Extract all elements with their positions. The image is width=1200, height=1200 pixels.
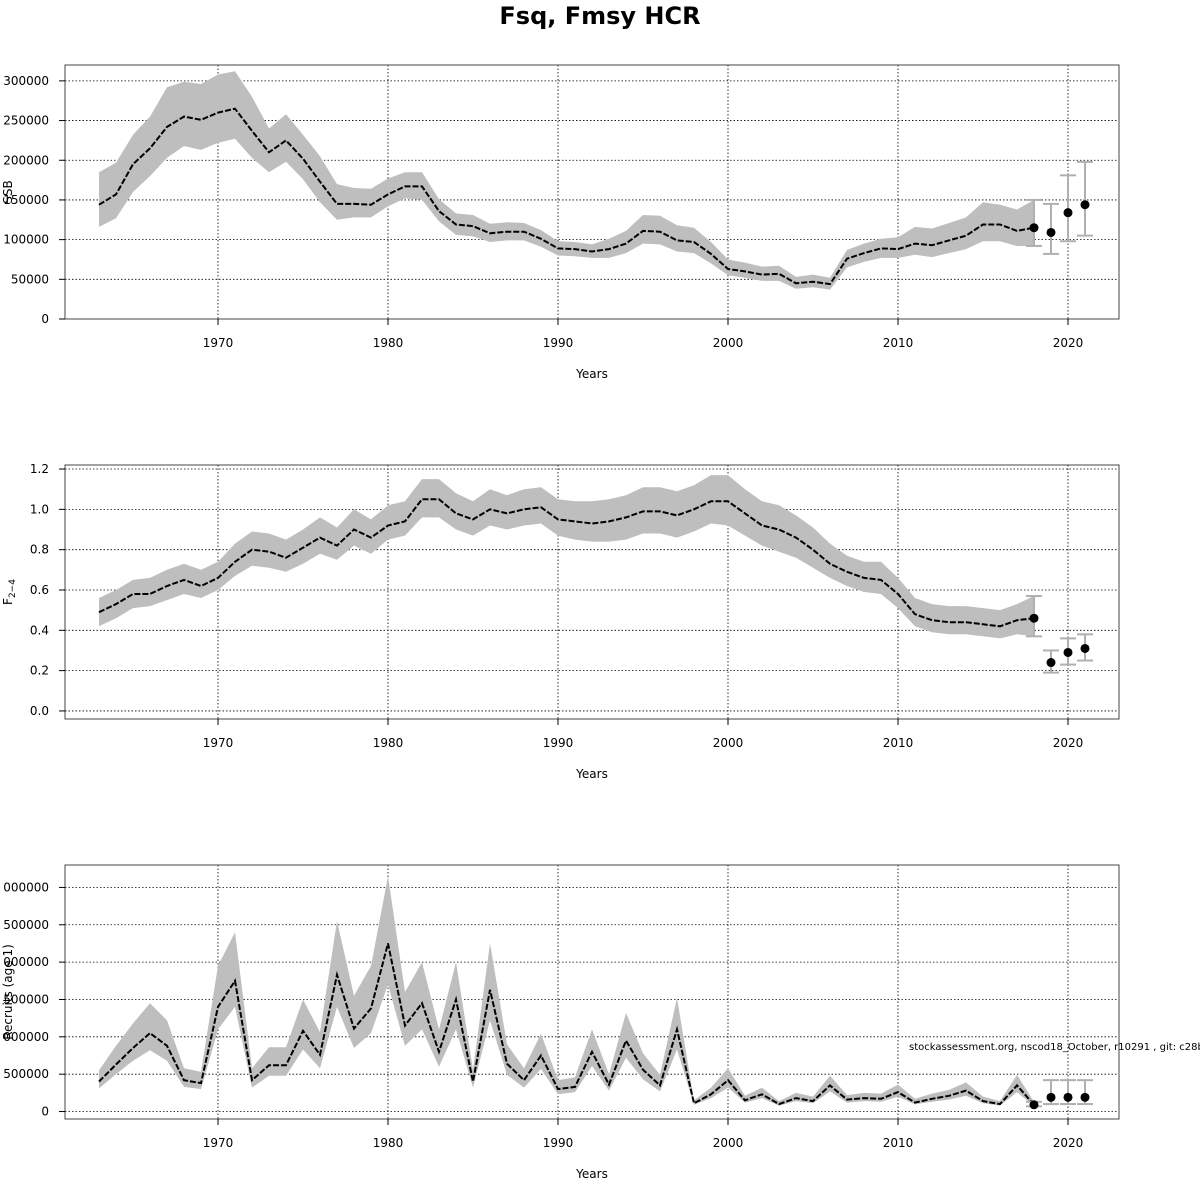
confidence-band: [99, 475, 1034, 639]
y-tick-label: 0.8: [30, 543, 49, 557]
plot-frame: [64, 864, 1120, 1120]
ssb-panel: 1970 1980 1990 2000 2010 2020 0 50000 100000 1500…: [1, 64, 1120, 381]
x-axis-label: Years: [575, 367, 608, 381]
y-tick-label: 000000: [3, 880, 49, 894]
x-tick-label: 1970: [203, 736, 234, 750]
x-tick-label: 1970: [203, 336, 234, 350]
y-tick-label: 1.2: [30, 462, 49, 476]
projection-point: [1063, 647, 1073, 657]
y-tick-label: 250000: [3, 114, 49, 128]
y-axis-label: Recruits (age 1): [1, 944, 15, 1040]
y-axis-label-main: F: [1, 598, 15, 605]
y-tick-label: 0.2: [30, 664, 49, 678]
y-tick-label: 0: [41, 1105, 49, 1119]
y-tick-label: 100000: [3, 233, 49, 247]
x-tick-label: 1990: [543, 736, 574, 750]
x-tick-label: 1970: [203, 1136, 234, 1150]
projection-point: [1063, 1092, 1073, 1102]
y-tick-label: 500000: [3, 918, 49, 932]
x-tick-label: 1980: [373, 1136, 404, 1150]
projection-point: [1029, 223, 1039, 233]
y-tick-label: 000000: [3, 1030, 49, 1044]
y-tick-label: 50000: [11, 272, 49, 286]
x-tick-label: 1990: [543, 1136, 574, 1150]
y-tick-label: 1.0: [30, 502, 49, 516]
chart-title: Fsq, Fmsy HCR: [499, 2, 700, 30]
x-tick-label: 2020: [1053, 336, 1084, 350]
y-tick-label: 000000: [3, 955, 49, 969]
y-tick-label: 500000: [3, 1067, 49, 1081]
x-tick-label: 2000: [713, 736, 744, 750]
x-tick-label: 2010: [883, 336, 914, 350]
y-tick-label: 0: [41, 312, 49, 326]
recruits-panel: 1970 1980 1990 2000 2010 2020 0 500000 000000 500…: [1, 864, 1120, 1181]
y-axis-label: F2−4: [1, 579, 18, 605]
projection-point: [1029, 613, 1039, 623]
projection-point: [1080, 1092, 1090, 1102]
y-tick-label: 0.4: [30, 623, 49, 637]
x-axis-label: Years: [575, 1167, 608, 1181]
x-tick-label: 1980: [373, 736, 404, 750]
x-tick-label: 2000: [713, 1136, 744, 1150]
estimate-line: [98, 498, 1035, 628]
y-tick-label: 300000: [3, 74, 49, 88]
estimate-line: [98, 943, 1035, 1106]
x-tick-label: 2020: [1053, 736, 1084, 750]
projection-point: [1063, 208, 1073, 218]
projection-point: [1046, 227, 1056, 237]
x-tick-label: 2000: [713, 336, 744, 350]
plot-frame: [64, 64, 1120, 320]
x-tick-label: 1980: [373, 336, 404, 350]
projection-point: [1046, 658, 1056, 668]
x-axis-label: Years: [575, 767, 608, 781]
x-tick-label: 2010: [883, 1136, 914, 1150]
y-tick-label: 150000: [3, 193, 49, 207]
projection-point: [1046, 1092, 1056, 1102]
y-axis-label: SSB: [1, 180, 15, 203]
confidence-band: [99, 876, 1034, 1107]
footnote: stockassessment.org, nscod18_October, r1…: [909, 1042, 1200, 1053]
plot-frame: [64, 464, 1120, 720]
projection-point: [1080, 643, 1090, 653]
y-axis-label-subscript: 2−4: [8, 579, 18, 598]
f-panel: 1970 1980 1990 2000 2010 2020 0.0 0.2 0.4 0.6 0.8 1…: [1, 462, 1120, 781]
y-tick-label: 500000: [3, 992, 49, 1006]
y-tick-label: 0.0: [30, 704, 49, 718]
y-tick-label: 0.6: [30, 583, 49, 597]
x-tick-label: 2020: [1053, 1136, 1084, 1150]
estimate-line: [98, 107, 1035, 286]
projection-point: [1080, 200, 1090, 210]
x-tick-label: 2010: [883, 736, 914, 750]
y-tick-label: 200000: [3, 153, 49, 167]
projection-point: [1029, 1100, 1039, 1110]
x-tick-label: 1990: [543, 336, 574, 350]
confidence-band: [99, 71, 1034, 290]
